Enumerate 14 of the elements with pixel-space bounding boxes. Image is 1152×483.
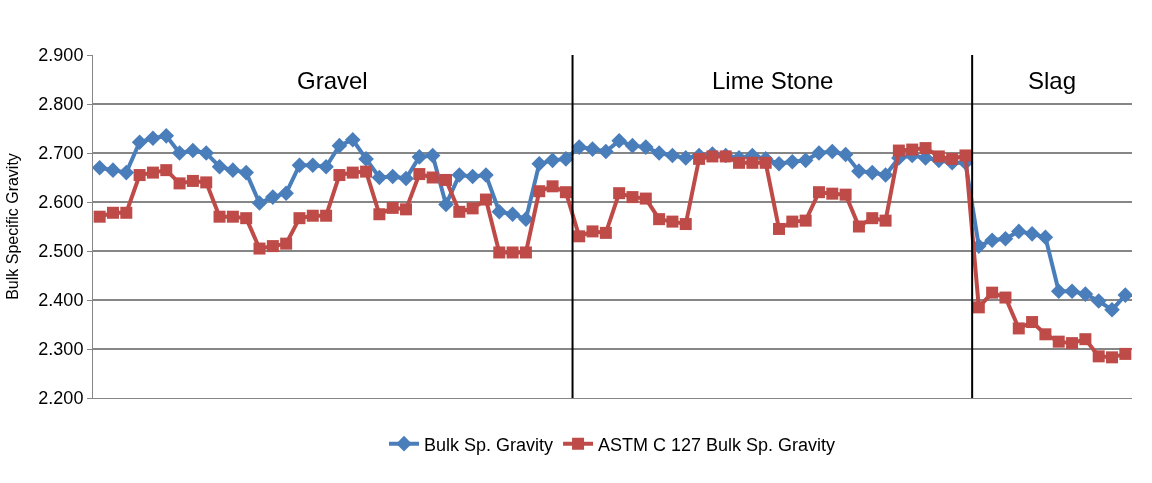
legend-label: ASTM C 127 Bulk Sp. Gravity [598,434,836,455]
y-tick-label: 2.600 [38,192,84,213]
annotation: Gravel [297,67,368,94]
y-tick-label: 2.200 [38,388,84,409]
annotation: Slag [1028,67,1077,94]
annotation: Lime Stone [712,67,834,94]
y-tick-label: 2.400 [38,290,84,311]
y-tick-label: 2.300 [38,339,84,360]
legend-label: Bulk Sp. Gravity [424,434,554,455]
y-axis-title: Bulk Specific Gravity [4,153,22,300]
y-tick-label: 2.800 [38,94,84,115]
y-tick-label: 2.700 [38,143,84,164]
y-tick-label: 2.500 [38,241,84,262]
y-tick-label: 2.900 [38,45,84,66]
